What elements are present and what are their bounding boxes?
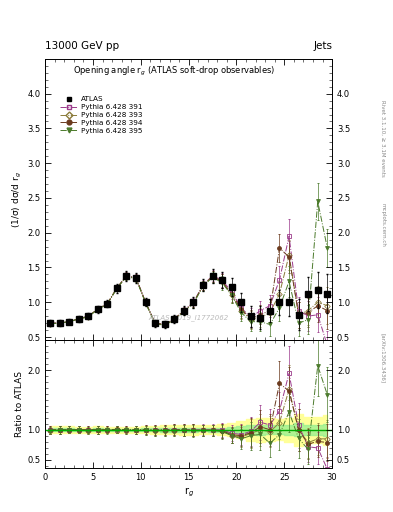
Y-axis label: (1/σ) dσ/d r$_g$: (1/σ) dσ/d r$_g$ <box>11 171 24 228</box>
Text: Jets: Jets <box>313 41 332 51</box>
X-axis label: r$_g$: r$_g$ <box>184 485 194 499</box>
Text: Opening angle r$_g$ (ATLAS soft-drop observables): Opening angle r$_g$ (ATLAS soft-drop obs… <box>73 65 275 78</box>
Legend: ATLAS, Pythia 6.428 391, Pythia 6.428 393, Pythia 6.428 394, Pythia 6.428 395: ATLAS, Pythia 6.428 391, Pythia 6.428 39… <box>60 96 143 134</box>
Text: [arXiv:1306.3436]: [arXiv:1306.3436] <box>381 333 386 383</box>
Y-axis label: Ratio to ATLAS: Ratio to ATLAS <box>15 372 24 437</box>
Text: mcplots.cern.ch: mcplots.cern.ch <box>381 203 386 247</box>
Text: 13000 GeV pp: 13000 GeV pp <box>45 41 119 51</box>
Text: Rivet 3.1.10, ≥ 3.1M events: Rivet 3.1.10, ≥ 3.1M events <box>381 100 386 177</box>
Text: ATLAS_2019_I1772062: ATLAS_2019_I1772062 <box>149 314 229 322</box>
